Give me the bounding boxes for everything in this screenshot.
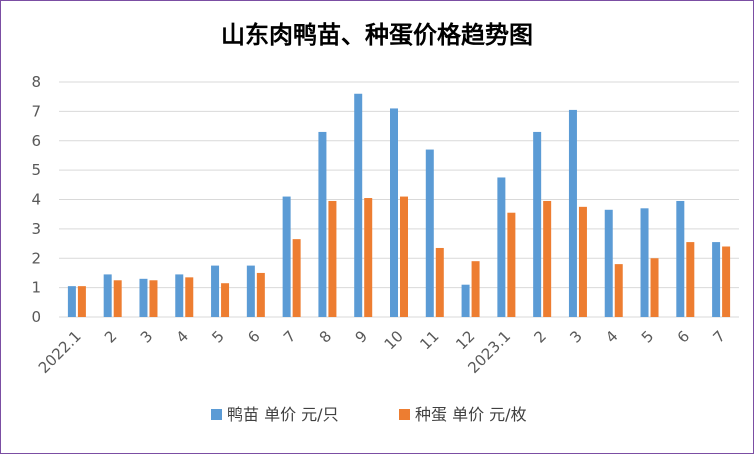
x-tick-label: 6 <box>244 327 263 346</box>
duckling-price-bar <box>568 109 577 317</box>
y-tick-label: 4 <box>31 191 41 209</box>
y-tick-label: 5 <box>31 161 41 179</box>
egg-price-bar <box>722 246 731 317</box>
x-tick-label: 4 <box>173 327 192 346</box>
duckling-price-bar <box>103 274 112 317</box>
x-tick-label: 7 <box>280 327 299 346</box>
legend-swatch-duckling <box>211 409 222 420</box>
x-tick-label: 9 <box>352 327 371 346</box>
duckling-price-bar <box>533 131 542 317</box>
x-tick-label: 3 <box>137 327 156 346</box>
egg-price-bar <box>471 261 480 317</box>
egg-price-bar <box>113 280 122 317</box>
egg-price-bar <box>149 280 158 317</box>
duckling-price-bar <box>246 265 255 317</box>
x-tick-label: 5 <box>208 327 227 346</box>
duckling-price-bar <box>390 108 398 317</box>
x-tick-label: 10 <box>381 327 407 353</box>
legend-swatch-egg <box>399 409 410 420</box>
egg-price-bar <box>221 283 230 317</box>
egg-price-bar <box>507 212 516 317</box>
y-tick-label: 0 <box>31 308 41 326</box>
duckling-price-bar <box>461 284 470 317</box>
egg-price-bar <box>328 200 337 317</box>
x-tick-label: 2 <box>531 327 550 346</box>
egg-price-bar <box>543 200 552 317</box>
x-tick-label: 3 <box>566 327 585 346</box>
x-tick-label: 2 <box>101 327 120 346</box>
x-tick-label: 7 <box>709 327 728 346</box>
duckling-price-bar <box>676 200 685 317</box>
duckling-price-bar <box>354 93 363 317</box>
y-tick-label: 1 <box>31 279 41 297</box>
x-tick-label: 4 <box>602 327 621 346</box>
x-tick-label: 11 <box>416 327 442 353</box>
egg-price-bar <box>292 239 301 317</box>
duckling-price-bar <box>175 274 184 317</box>
duckling-price-bar <box>712 242 721 317</box>
y-tick-label: 3 <box>31 220 41 238</box>
y-tick-label: 2 <box>31 249 41 267</box>
egg-price-bar <box>686 242 695 317</box>
duckling-price-bar <box>425 149 434 317</box>
x-tick-label: 2022.1 <box>35 327 85 377</box>
egg-price-bar <box>650 258 659 317</box>
duckling-price-bar <box>497 177 506 317</box>
legend-label-duckling: 鸭苗 单价 元/只 <box>227 405 339 424</box>
x-tick-label: 6 <box>674 327 693 346</box>
duckling-price-bar <box>604 209 613 317</box>
y-tick-label: 8 <box>31 73 41 91</box>
duckling-price-bar <box>318 131 327 317</box>
duckling-price-bar <box>139 278 148 317</box>
egg-price-bar <box>435 247 444 317</box>
egg-price-bar <box>400 196 408 317</box>
legend-label-egg: 种蛋 单价 元/枚 <box>415 405 527 424</box>
x-tick-label: 12 <box>452 327 478 353</box>
egg-price-bar <box>77 286 86 317</box>
egg-price-bar <box>614 264 623 317</box>
chart-title: 山东肉鸭苗、种蛋价格趋势图 <box>221 21 533 49</box>
x-tick-label: 5 <box>638 327 657 346</box>
duckling-price-bar <box>282 196 291 317</box>
x-tick-label: 8 <box>316 327 335 346</box>
duckling-price-bar <box>640 208 649 317</box>
egg-price-bar <box>578 206 587 317</box>
y-tick-label: 6 <box>31 132 41 150</box>
duckling-price-bar <box>67 286 76 317</box>
duckling-price-bar <box>211 265 220 317</box>
egg-price-bar <box>185 277 194 317</box>
egg-price-bar <box>256 272 265 317</box>
egg-price-bar <box>364 198 373 317</box>
y-tick-label: 7 <box>31 102 41 120</box>
